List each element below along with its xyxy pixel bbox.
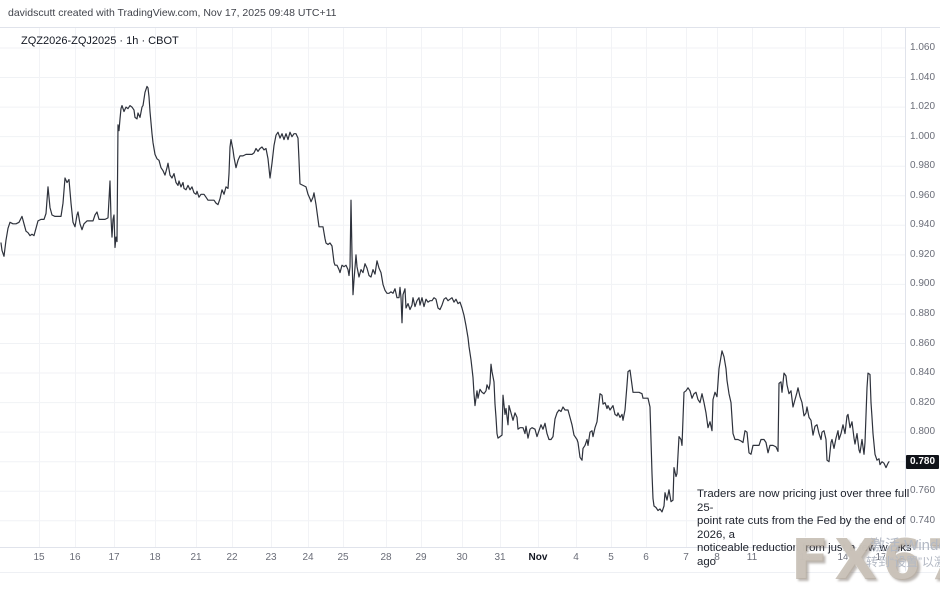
price-tick-label: 0.940 [910, 219, 936, 231]
time-tick-label: 17 [108, 552, 120, 563]
time-tick-label: 7 [683, 552, 689, 563]
price-tick-label: 0.960 [910, 189, 936, 201]
activate-windows-watermark-line1: 激活 Windows [870, 537, 940, 554]
fx678-watermark: FX678 [791, 528, 940, 593]
time-tick-label: Nov [528, 552, 548, 563]
last-price-badge: 0.780 [906, 454, 939, 469]
price-tick-label: 0.800 [910, 426, 936, 438]
annotation-text: Traders are now pricing just over three … [697, 488, 912, 570]
time-scale-axis[interactable]: 15 16 17 18 21 22 23 24 25 28 29 30 31 Nov 4 5 6 7 8 11 13 14… [0, 548, 905, 572]
price-tick-label: 1.000 [910, 130, 936, 142]
time-tick-label: 30 [456, 552, 468, 563]
price-tick-label: 0.920 [910, 248, 936, 260]
activate-windows-watermark-line2: 转到“设置”以激活 Windows。 [866, 555, 940, 569]
time-tick-label: 14 [837, 552, 849, 563]
time-tick-label: 18 [149, 552, 161, 563]
price-tick-label: 0.740 [910, 514, 936, 526]
time-tick-label: 25 [337, 552, 349, 563]
price-tick-label: 0.760 [910, 485, 936, 497]
price-scale-axis[interactable]: 1.060 1.040 1.020 1.000 0.980 0.960 0.940 0.920… [905, 28, 940, 547]
price-tick-label: 0.880 [910, 307, 936, 319]
price-tick-label: 0.980 [910, 160, 936, 172]
time-tick-label: 23 [265, 552, 277, 563]
time-tick-label: 11 [746, 552, 758, 563]
price-tick-label: 0.820 [910, 396, 936, 408]
time-tick-label: 4 [573, 552, 579, 563]
price-tick-label: 1.020 [910, 101, 936, 113]
symbol-legend[interactable]: ZQZ2026-ZQJ2025 · 1h · CBOT [21, 35, 179, 47]
time-tick-label: 6 [643, 552, 649, 563]
price-tick-label: 0.900 [910, 278, 936, 290]
time-tick-label: 29 [415, 552, 427, 563]
price-tick-label: 1.040 [910, 71, 936, 83]
time-tick-label: 8 [714, 552, 720, 563]
time-tick-label: 15 [33, 552, 45, 563]
time-tick-label: 17 [875, 552, 887, 563]
time-tick-label: 16 [69, 552, 81, 563]
price-tick-label: 1.060 [910, 42, 936, 53]
price-line-series [0, 85, 890, 513]
credit-bar: davidscutt created with TradingView.com,… [0, 0, 940, 27]
annotation-line: Traders are now pricing just over three … [697, 488, 910, 514]
time-tick-label: 28 [380, 552, 392, 563]
credit-text: davidscutt created with TradingView.com,… [8, 7, 337, 19]
price-tick-label: 0.840 [910, 367, 936, 379]
time-tick-label: 5 [608, 552, 614, 563]
price-tick-label: 0.860 [910, 337, 936, 349]
annotation-line: noticeable reduction from just a few wee… [697, 542, 912, 568]
time-tick-label: 21 [190, 552, 202, 563]
time-tick-label: 24 [302, 552, 314, 563]
time-tick-label: 13 [799, 552, 811, 563]
time-tick-label: 31 [494, 552, 506, 563]
annotation-line: point rate cuts from the Fed by the end … [697, 515, 906, 541]
time-tick-label: 22 [226, 552, 238, 563]
